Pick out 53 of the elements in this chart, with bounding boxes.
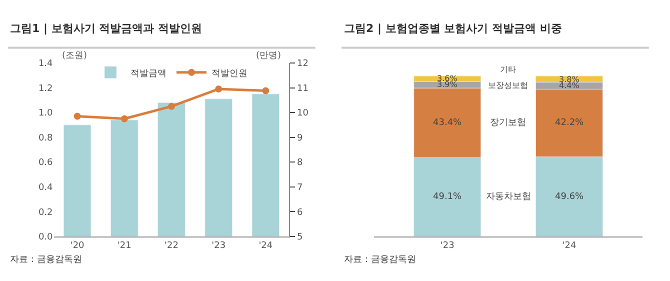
data-label: 3.9% bbox=[437, 80, 458, 89]
series-label: 보장성보험 bbox=[488, 81, 528, 90]
data-label: 4.4% bbox=[559, 81, 580, 90]
y-tick-label: 1.2 bbox=[38, 84, 53, 94]
x-tick-label: '24 bbox=[562, 241, 576, 252]
x-tick-label: '23 bbox=[440, 241, 454, 252]
point bbox=[74, 112, 81, 120]
x-tick-label: '20 bbox=[70, 241, 85, 252]
y-tick-label: 1.0 bbox=[38, 108, 54, 119]
y2-tick-label: 9 bbox=[297, 133, 304, 144]
y2-tick-label: 6 bbox=[297, 208, 304, 218]
x-tick-label: '22 bbox=[164, 241, 178, 252]
point bbox=[215, 86, 222, 93]
y-tick-label: 0.0 bbox=[38, 232, 54, 243]
point bbox=[168, 102, 175, 110]
bar bbox=[204, 98, 232, 236]
data-label: 43.4% bbox=[433, 118, 462, 128]
y2-tick-label: 11 bbox=[297, 84, 308, 94]
point bbox=[262, 87, 270, 94]
y2-tick-label: 7 bbox=[297, 183, 303, 194]
y2-tick-label: 5 bbox=[297, 232, 303, 243]
y-tick-label: 0.6 bbox=[38, 158, 54, 168]
x-tick-label: '23 bbox=[212, 241, 226, 252]
text: 기타 bbox=[500, 65, 516, 74]
y2-tick-label: 8 bbox=[297, 158, 304, 168]
data-label: 49.6% bbox=[555, 192, 584, 202]
y-tick-label: 0.8 bbox=[38, 133, 54, 144]
point bbox=[120, 115, 128, 122]
y-axis-title: (조원) bbox=[62, 51, 88, 61]
chart-title: 그림2 | 보험업종별 보험사기 적발금액 비중 bbox=[344, 22, 562, 35]
data-label: 42.2% bbox=[555, 118, 584, 128]
chart-title: 그림1 | 보험사기 적발금액과 적발인원 bbox=[10, 22, 202, 35]
text: 자료 : 금융감독원 bbox=[10, 255, 82, 265]
bar bbox=[158, 102, 186, 236]
bar bbox=[63, 124, 92, 236]
legend-label: 적발금액 bbox=[130, 68, 166, 79]
y2-axis-title: (만명) bbox=[256, 51, 282, 61]
text: 자료 : 금융감독원 bbox=[344, 255, 416, 265]
legend-label: 적발인원 bbox=[212, 68, 248, 79]
data-label: 49.1% bbox=[433, 192, 462, 202]
y-tick-label: 0.2 bbox=[38, 208, 53, 218]
bar bbox=[252, 94, 280, 236]
bar bbox=[110, 120, 138, 236]
y2-tick-label: 12 bbox=[297, 59, 308, 70]
y2-tick-label: 10 bbox=[297, 108, 309, 119]
y-tick-label: 1.4 bbox=[38, 59, 54, 70]
data-label: 3.8% bbox=[559, 75, 580, 84]
x-tick-label: '24 bbox=[258, 241, 273, 252]
series-label: 자동차보험 bbox=[486, 192, 531, 202]
series-label: 장기보험 bbox=[490, 118, 526, 128]
x-tick-label: '21 bbox=[117, 241, 132, 252]
y-tick-label: 0.4 bbox=[38, 183, 54, 194]
data-label: 3.6% bbox=[437, 74, 458, 83]
